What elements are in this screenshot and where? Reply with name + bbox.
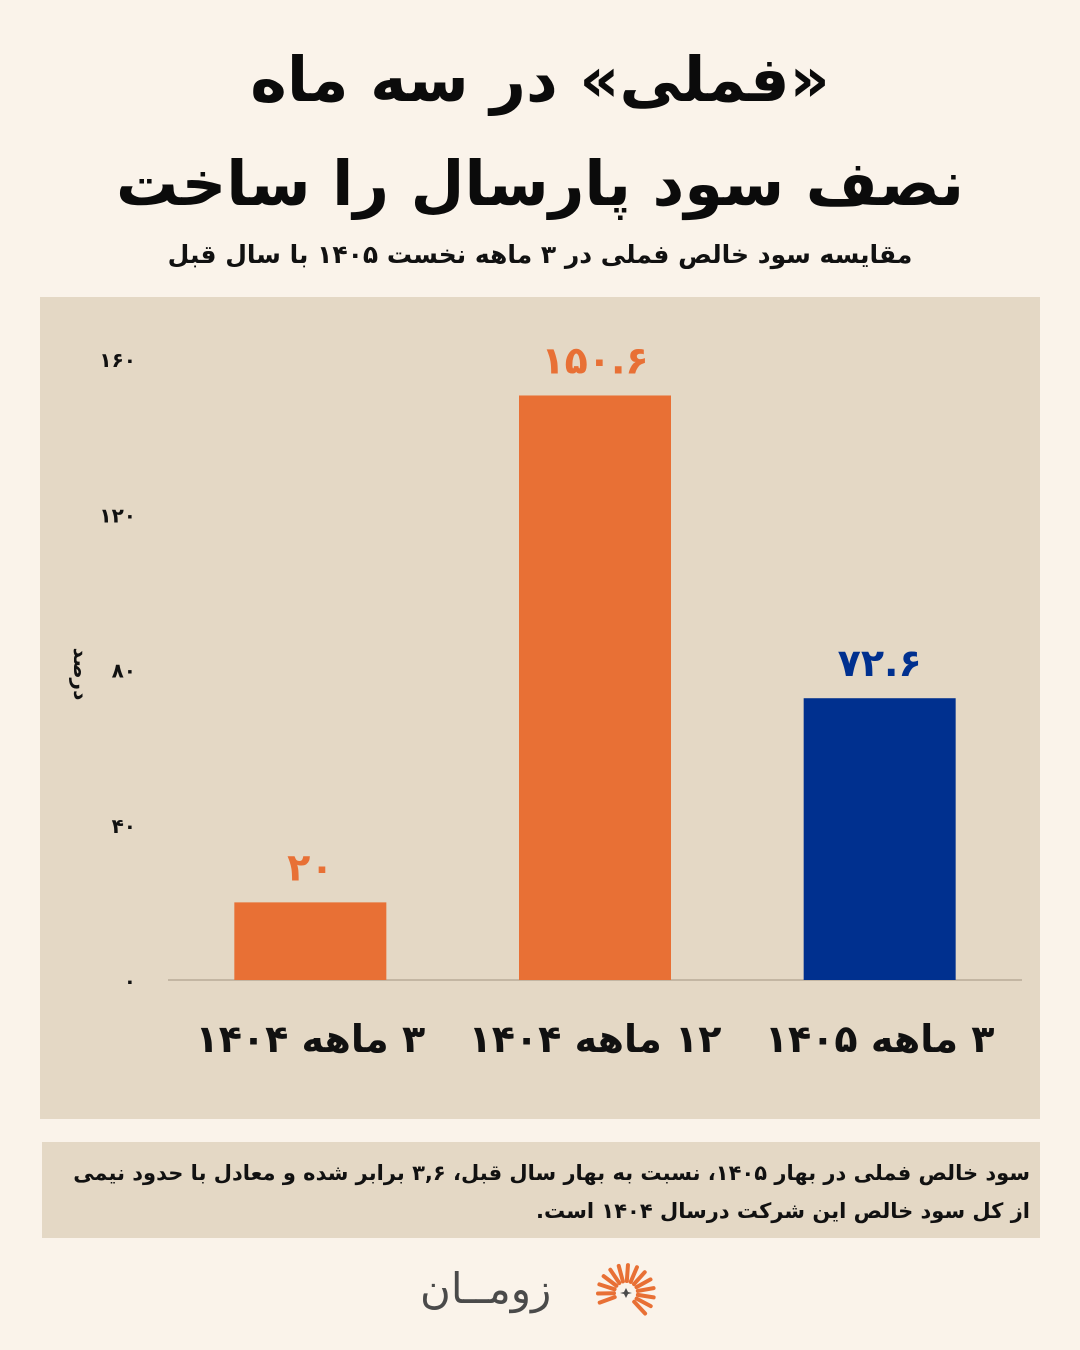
y-tick-label: ۴۰ (112, 814, 136, 838)
y-tick-label: ۸۰ (112, 659, 136, 683)
logo-ray (624, 1263, 630, 1284)
bar (234, 902, 387, 980)
logo-ray (601, 1274, 619, 1288)
x-tick-label: ۳ ماهه ۱۴۰۵ (765, 1017, 995, 1061)
logo-ray (634, 1277, 653, 1290)
y-tick-label: ۱۲۰ (99, 503, 136, 527)
chart-panel: ۰ ۴۰ ۸۰ ۱۲۰ ۱۶۰ درصد ۲۰ ۳ ماهه ۱۴۰۴ ۱۵۰.۶ ۱۲ ماهه… (40, 297, 1040, 1119)
brand-logo: زومــان (410, 1258, 670, 1328)
bar-value-label: ۱۵۰.۶ (541, 338, 648, 382)
y-axis-label: درصد (69, 648, 93, 701)
y-tick-label: ۱۶۰ (99, 348, 136, 372)
bar-chart: ۰ ۴۰ ۸۰ ۱۲۰ ۱۶۰ درصد ۲۰ ۳ ماهه ۱۴۰۴ ۱۵۰.۶ ۱۲ ماهه… (69, 338, 1022, 1061)
x-tick-label: ۳ ماهه ۱۴۰۴ (196, 1017, 426, 1061)
title-line-1: «فملی» در سه ماه (250, 43, 830, 116)
logo-ray (632, 1299, 648, 1316)
logo-ray (634, 1296, 653, 1309)
bar (519, 395, 671, 980)
logo-ray (597, 1282, 617, 1292)
page-title: «فملی» در سه ماه نصف سود پارسال را ساخت (0, 28, 1080, 236)
brand-name: زومــان (420, 1264, 552, 1313)
footnote: سود خالص فملی در بهار ۱۴۰۵، نسبت به بهار… (42, 1142, 1040, 1238)
bar-value-label: ۲۰ (287, 845, 333, 889)
logo-ray (608, 1267, 622, 1286)
logo-ray (635, 1292, 656, 1300)
bar-value-label: ۷۲.۶ (838, 641, 922, 685)
logo-ray (635, 1286, 656, 1293)
title-line-2: نصف سود پارسال را ساخت (115, 147, 965, 220)
logo-ray (616, 1263, 625, 1284)
bar (803, 698, 956, 980)
sun-icon (596, 1263, 656, 1316)
logo-ray (632, 1270, 647, 1287)
x-tick-label: ۱۲ ماهه ۱۴۰۴ (469, 1017, 722, 1061)
logo-ray (628, 1265, 639, 1284)
y-tick-label: ۰ (124, 969, 136, 993)
logo-ray (597, 1295, 617, 1305)
chart-subtitle: مقایسه سود خالص فملی در ۳ ماهه نخست ۱۴۰۵… (167, 240, 913, 269)
